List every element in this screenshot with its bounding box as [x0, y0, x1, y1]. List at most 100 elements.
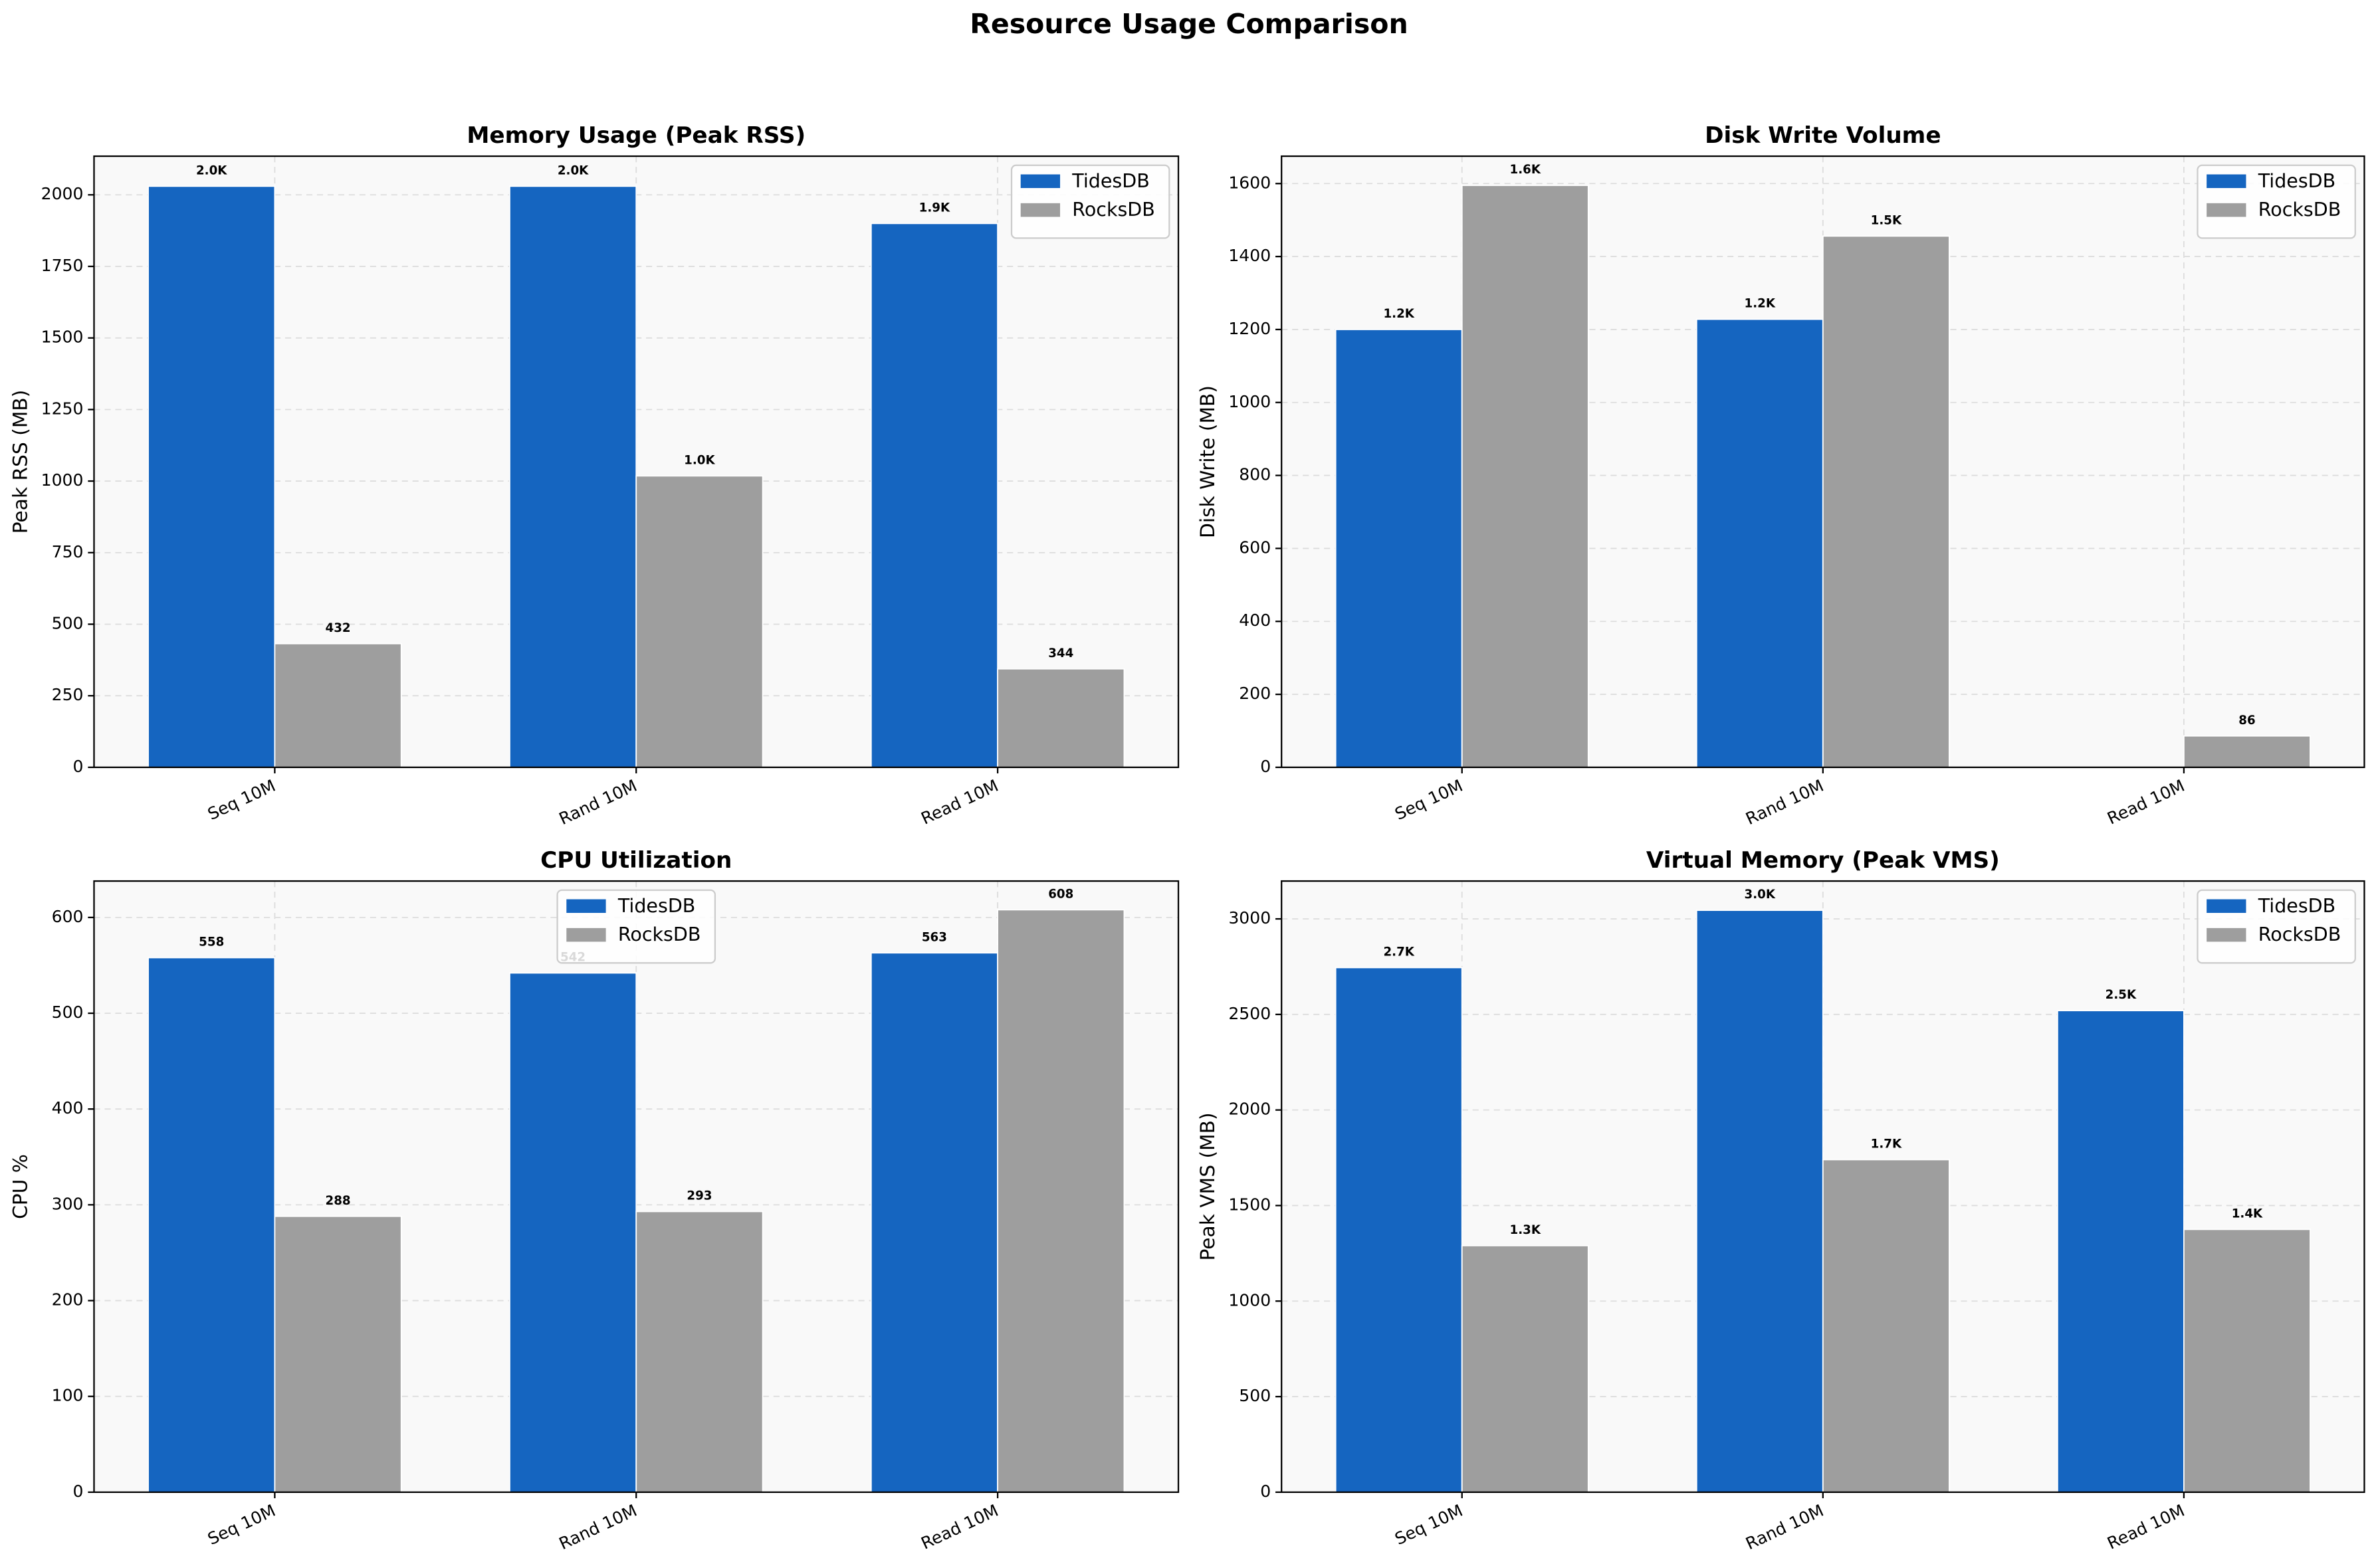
x-tick-label: Read 10M — [918, 1501, 1001, 1553]
value-label: 563 — [922, 930, 947, 944]
y-axis-label: Disk Write (MB) — [1196, 385, 1219, 538]
y-tick-label: 0 — [73, 757, 84, 776]
bar — [997, 668, 1125, 768]
x-tick-label: Read 10M — [2104, 776, 2187, 829]
legend-swatch — [1020, 174, 1061, 189]
y-axis-label: CPU % — [8, 1154, 31, 1219]
y-tick-label: 750 — [52, 542, 84, 561]
y-tick-label: 1000 — [41, 470, 84, 490]
value-label: 558 — [199, 935, 224, 949]
y-tick-label: 400 — [1239, 611, 1271, 630]
y-tick-label: 2000 — [41, 184, 84, 203]
value-label: 1.9K — [919, 201, 950, 215]
legend-swatch — [566, 899, 606, 914]
y-tick-label: 1750 — [41, 256, 84, 275]
legend-label: TidesDB — [2258, 170, 2335, 192]
x-tick-label: Rand 10M — [556, 1501, 640, 1553]
y-tick-label: 1500 — [1228, 1195, 1271, 1214]
y-tick-label: 500 — [52, 1003, 84, 1022]
y-tick-label: 1250 — [41, 399, 84, 418]
axes-frame — [93, 155, 1180, 769]
legend-label: RocksDB — [2258, 924, 2341, 945]
y-tick-label: 500 — [1239, 1386, 1271, 1405]
legend-swatch — [2207, 928, 2246, 942]
legend-swatch — [2207, 174, 2246, 189]
x-tick-label: Rand 10M — [556, 776, 640, 829]
y-tick-label: 300 — [52, 1194, 84, 1213]
legend-label: TidesDB — [2258, 895, 2335, 917]
y-tick-label: 0 — [1260, 1482, 1271, 1501]
bar — [148, 185, 276, 768]
value-label: 86 — [2238, 714, 2255, 728]
y-tick-label: 100 — [52, 1386, 84, 1405]
figure-title: Resource Usage Comparison — [970, 8, 1408, 40]
legend-swatch — [2207, 203, 2246, 217]
bar — [508, 972, 637, 1493]
value-label: 2.0K — [558, 163, 589, 177]
value-label: 2.7K — [1383, 945, 1414, 959]
x-tick-label: Seq 10M — [205, 776, 278, 824]
legend-label: TidesDB — [617, 895, 695, 917]
bar — [1335, 967, 1463, 1493]
value-label: 1.5K — [1871, 214, 1902, 228]
bar — [274, 1215, 402, 1493]
value-label: 1.4K — [2232, 1207, 2263, 1221]
legend-label: RocksDB — [1072, 199, 1155, 221]
bar — [148, 957, 276, 1493]
bar — [1695, 318, 1824, 768]
axes-frame — [1281, 155, 2365, 769]
y-tick-label: 200 — [52, 1290, 84, 1310]
value-label: 1.2K — [1383, 307, 1414, 321]
x-tick-label: Rand 10M — [1743, 1501, 1826, 1553]
x-tick-label: Seq 10M — [1392, 1501, 1465, 1549]
bar — [2056, 1010, 2185, 1493]
bar — [274, 642, 402, 768]
value-label: 432 — [326, 621, 351, 635]
bar — [2183, 735, 2311, 768]
y-tick-label: 0 — [1260, 757, 1271, 776]
bar — [635, 1211, 764, 1493]
x-tick-label: Seq 10M — [1392, 776, 1465, 824]
bar — [1461, 1244, 1589, 1493]
value-label: 1.3K — [1510, 1223, 1541, 1237]
legend-label: RocksDB — [2258, 199, 2341, 221]
y-tick-label: 500 — [52, 613, 84, 633]
bar — [2183, 1228, 2311, 1493]
y-tick-label: 600 — [1239, 538, 1271, 557]
axes-frame — [93, 880, 1180, 1494]
legend: TidesDB RocksDB — [1010, 164, 1170, 239]
legend: TidesDB RocksDB — [556, 889, 716, 964]
y-tick-label: 2000 — [1228, 1100, 1271, 1119]
value-label: 608 — [1048, 887, 1073, 901]
y-tick-label: 200 — [1239, 684, 1271, 703]
value-label: 293 — [687, 1189, 712, 1203]
y-axis-label: Peak RSS (MB) — [8, 390, 31, 534]
y-tick-label: 1600 — [1228, 173, 1271, 192]
y-tick-label: 1500 — [41, 328, 84, 347]
x-tick-label: Rand 10M — [1743, 776, 1826, 829]
y-tick-label: 600 — [52, 907, 84, 926]
y-tick-label: 1400 — [1228, 246, 1271, 265]
value-label: 1.0K — [684, 453, 715, 467]
value-label: 1.2K — [1745, 297, 1776, 311]
bar — [1461, 185, 1589, 768]
legend: TidesDB RocksDB — [2197, 889, 2356, 964]
bar — [508, 185, 637, 768]
value-label: 288 — [326, 1194, 351, 1208]
legend-swatch — [1020, 203, 1061, 217]
legend-label: TidesDB — [1071, 170, 1149, 192]
value-label: 1.7K — [1871, 1137, 1902, 1151]
x-tick-label: Read 10M — [918, 776, 1001, 829]
chart-title: CPU Utilization — [540, 847, 732, 874]
y-tick-label: 2500 — [1228, 1004, 1271, 1023]
axes-frame — [1281, 880, 2365, 1494]
y-axis-label: Peak VMS (MB) — [1196, 1112, 1219, 1260]
value-label: 3.0K — [1745, 888, 1776, 902]
y-tick-label: 1000 — [1228, 392, 1271, 411]
y-tick-label: 1000 — [1228, 1290, 1271, 1310]
legend-swatch — [2207, 899, 2246, 914]
y-tick-label: 400 — [52, 1098, 84, 1118]
bar — [1695, 910, 1824, 1493]
